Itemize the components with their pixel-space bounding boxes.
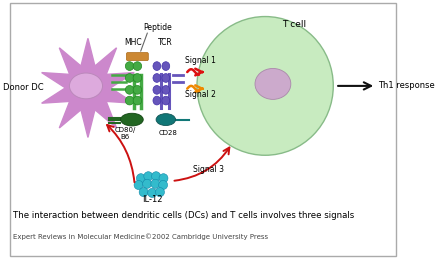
Text: IL-12: IL-12 [142,195,162,204]
Ellipse shape [162,62,170,70]
Ellipse shape [153,85,161,94]
Ellipse shape [255,68,291,99]
Ellipse shape [162,96,170,105]
Circle shape [155,188,164,197]
Text: CD28: CD28 [158,131,177,136]
Ellipse shape [125,96,134,105]
Ellipse shape [133,74,141,82]
Text: T cell: T cell [282,20,307,29]
Ellipse shape [133,85,141,94]
Text: Signal 1: Signal 1 [185,56,216,65]
Circle shape [136,174,145,183]
Circle shape [152,172,161,181]
Ellipse shape [153,96,161,105]
Ellipse shape [162,74,170,82]
Text: CD80/
B6: CD80/ B6 [114,127,136,140]
Circle shape [143,179,152,188]
Circle shape [159,181,168,190]
Ellipse shape [125,74,134,82]
Text: The interaction between dendritic cells (DCs) and T cells involves three signals: The interaction between dendritic cells … [13,211,354,220]
Text: Peptide: Peptide [144,23,173,32]
Ellipse shape [156,114,176,126]
Circle shape [144,172,153,181]
Circle shape [159,174,168,183]
Circle shape [151,179,160,188]
Text: MHC: MHC [124,38,141,47]
Ellipse shape [125,85,134,94]
Ellipse shape [125,62,134,70]
Text: Expert Reviews in Molecular Medicine©2002 Cambridge University Press: Expert Reviews in Molecular Medicine©200… [13,233,268,240]
Circle shape [134,181,143,190]
Circle shape [139,188,148,197]
Text: Signal 2: Signal 2 [185,90,216,99]
Polygon shape [42,38,134,138]
Text: Donor DC: Donor DC [3,83,43,92]
Ellipse shape [70,73,102,99]
Text: Th1 response: Th1 response [378,81,435,90]
FancyBboxPatch shape [10,3,396,256]
Ellipse shape [153,74,161,82]
Circle shape [148,188,157,197]
Text: Signal 3: Signal 3 [193,165,224,174]
Ellipse shape [153,62,161,70]
FancyBboxPatch shape [127,53,148,61]
Ellipse shape [133,62,141,70]
Circle shape [197,17,333,155]
Ellipse shape [133,96,141,105]
Ellipse shape [120,113,143,126]
Ellipse shape [162,85,170,94]
Text: TCR: TCR [159,38,173,47]
